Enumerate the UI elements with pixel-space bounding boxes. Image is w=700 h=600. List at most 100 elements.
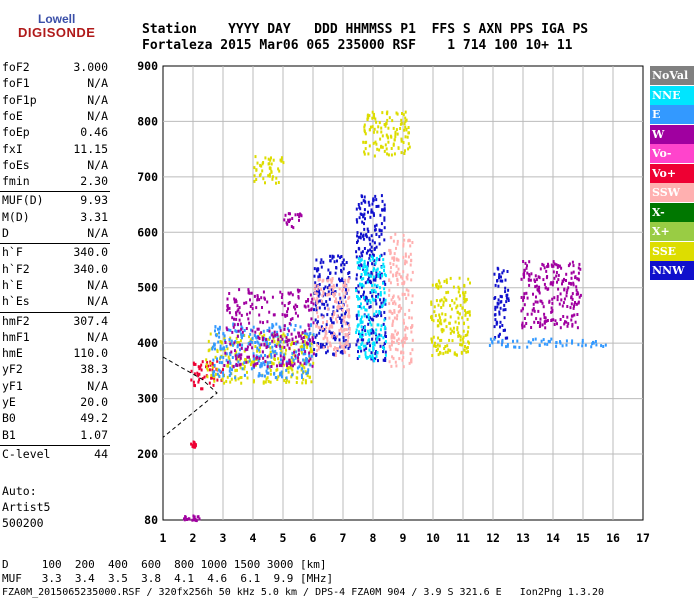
- echo-point: [380, 229, 383, 233]
- echo-point: [530, 272, 533, 276]
- echo-point: [550, 310, 553, 314]
- echo-point: [280, 370, 283, 374]
- echo-point: [235, 300, 238, 304]
- echo-point: [213, 342, 216, 346]
- echo-point: [496, 279, 498, 283]
- echo-point: [269, 369, 272, 372]
- echo-point: [229, 328, 232, 332]
- echo-point: [240, 334, 243, 338]
- param-value: N/A: [87, 92, 108, 107]
- echo-point: [407, 131, 410, 135]
- echo-point: [268, 162, 271, 166]
- echo-point: [537, 289, 540, 293]
- echo-point: [234, 349, 236, 353]
- echo-point: [245, 358, 247, 362]
- echo-point: [568, 281, 571, 285]
- echo-point: [370, 255, 373, 259]
- echo-point: [259, 320, 262, 324]
- x-tick-label: 8: [370, 531, 377, 545]
- echo-point: [339, 317, 342, 320]
- echo-point: [454, 320, 457, 324]
- echo-point: [328, 292, 331, 296]
- echo-point: [375, 337, 378, 341]
- echo-point: [232, 365, 235, 369]
- echo-point: [404, 252, 407, 256]
- echo-point: [331, 277, 334, 280]
- echo-point: [300, 349, 303, 353]
- echo-point: [319, 328, 322, 332]
- echo-point: [302, 371, 304, 375]
- echo-point: [502, 329, 505, 332]
- echo-point: [375, 205, 378, 208]
- echo-point: [360, 277, 363, 281]
- y-tick-label: 200: [137, 447, 158, 461]
- echo-point: [562, 301, 565, 305]
- echo-point: [578, 262, 581, 266]
- echo-point: [389, 309, 391, 313]
- echo-point: [296, 370, 299, 374]
- echo-point: [299, 212, 301, 216]
- echo-point: [294, 354, 297, 358]
- echo-point: [373, 247, 376, 251]
- echo-point: [301, 331, 304, 335]
- echo-point: [523, 295, 525, 299]
- echo-point: [310, 380, 313, 384]
- echo-point: [362, 140, 365, 144]
- echo-point: [358, 297, 361, 301]
- echo-point: [281, 375, 283, 379]
- echo-point: [551, 310, 554, 314]
- echo-point: [240, 313, 243, 317]
- echo-point: [248, 355, 250, 359]
- x-tick-label: 7: [340, 531, 347, 545]
- echo-point: [456, 310, 459, 314]
- echo-point: [581, 344, 584, 348]
- echo-point: [402, 282, 405, 286]
- echo-point: [222, 332, 225, 336]
- echo-point: [297, 296, 300, 300]
- echo-point: [359, 207, 362, 211]
- echo-point: [526, 296, 529, 300]
- echo-point: [391, 322, 394, 326]
- echo-point: [362, 233, 365, 237]
- echo-point: [356, 324, 359, 328]
- echo-point: [237, 341, 240, 345]
- echo-point: [340, 344, 343, 348]
- echo-point: [371, 328, 374, 332]
- echo-point: [245, 327, 248, 330]
- echo-point: [362, 233, 365, 237]
- echo-point: [403, 152, 406, 155]
- echo-point: [499, 306, 502, 310]
- echo-point: [363, 128, 366, 132]
- echo-point: [464, 309, 466, 313]
- echo-point: [319, 345, 322, 349]
- echo-point: [407, 142, 410, 146]
- echo-point: [316, 311, 319, 315]
- echo-point: [280, 335, 283, 339]
- echo-point: [337, 254, 340, 258]
- echo-point: [356, 220, 359, 224]
- echo-point: [260, 354, 263, 358]
- echo-point: [381, 304, 384, 308]
- echo-point: [256, 349, 259, 353]
- echo-point: [281, 370, 284, 374]
- echo-point: [359, 332, 362, 336]
- echo-point: [232, 322, 235, 326]
- echo-point: [391, 340, 393, 344]
- echo-point: [380, 145, 382, 149]
- echo-point: [404, 119, 407, 123]
- echo-point: [319, 326, 321, 330]
- echo-point: [221, 361, 223, 365]
- echo-point: [410, 301, 413, 305]
- echo-point: [262, 338, 264, 342]
- echo-point: [372, 197, 375, 201]
- echo-point: [262, 321, 264, 325]
- echo-point: [561, 282, 563, 286]
- echo-point: [288, 338, 291, 342]
- echo-point: [316, 320, 319, 324]
- echo-point: [338, 316, 341, 320]
- echo-point: [367, 332, 370, 335]
- echo-point: [404, 262, 406, 266]
- echo-point: [360, 338, 363, 342]
- echo-point: [374, 298, 377, 302]
- echo-point: [365, 272, 367, 276]
